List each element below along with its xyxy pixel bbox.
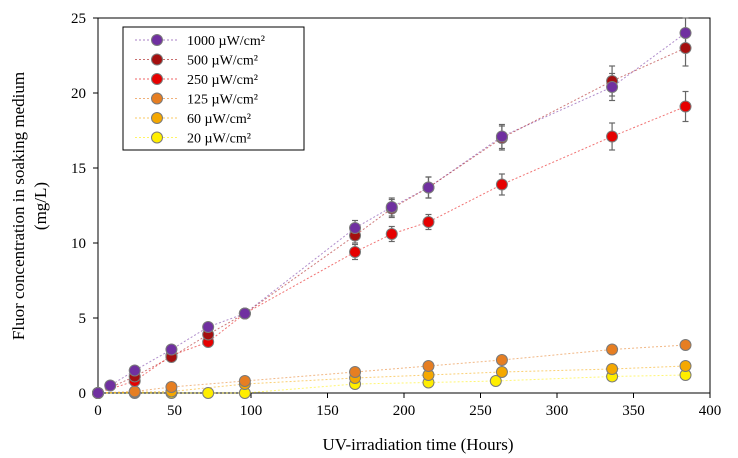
series-3-point <box>679 339 692 351</box>
legend-marker-4 <box>151 112 163 124</box>
x-tick-label: 0 <box>94 403 102 419</box>
series-0-point <box>422 181 435 194</box>
series-5-point <box>489 375 502 387</box>
series-5-line <box>98 374 686 394</box>
y-tick-label: 20 <box>71 86 86 102</box>
y-tick-label: 15 <box>71 161 86 177</box>
series-4-line <box>97 365 686 394</box>
x-tick-label: 400 <box>699 403 722 419</box>
series-2-line <box>97 106 686 394</box>
series-0-point <box>202 321 215 333</box>
y-axis-title-line2: (mg/L) <box>31 182 50 230</box>
series-0-point <box>104 379 117 392</box>
series-0-point <box>128 364 141 377</box>
x-tick-label: 350 <box>622 403 645 419</box>
x-tick-label: 150 <box>316 403 339 419</box>
legend-label-0: 1000 µW/cm² <box>187 34 265 49</box>
legend-marker-3 <box>151 92 163 105</box>
series-2-point <box>495 178 508 191</box>
legend-marker-5 <box>151 131 163 144</box>
series-2-point <box>679 100 692 113</box>
series-4-point <box>495 366 508 378</box>
series-3-point <box>165 381 178 393</box>
x-tick-label: 200 <box>393 403 416 419</box>
series-3-point <box>128 385 141 398</box>
legend-label-3: 125 µW/cm² <box>187 93 258 108</box>
series-3-point <box>349 366 362 378</box>
series-5-point <box>202 387 215 399</box>
x-tick-label: 300 <box>546 403 569 419</box>
legend-label-5: 20 µW/cm² <box>187 132 251 147</box>
series-0-point <box>606 81 619 93</box>
series-3-point <box>238 375 251 387</box>
series-0-point <box>679 27 692 39</box>
series-3-point <box>422 360 435 372</box>
x-axis-title: UV-irradiation time (Hours) <box>322 435 513 454</box>
series-3-point <box>495 354 508 366</box>
series-0-line <box>97 32 686 394</box>
legend-label-1: 500 µW/cm² <box>187 54 258 69</box>
x-tick-label: 50 <box>167 403 182 419</box>
series-2-point <box>422 216 435 228</box>
series-4-point <box>679 360 692 372</box>
series-0-point <box>92 387 104 399</box>
series-2-point <box>385 228 398 240</box>
series-3-point <box>606 343 619 356</box>
legend-marker-2 <box>151 73 163 85</box>
y-tick-label: 25 <box>71 11 86 27</box>
y-axis-title-line1: Fluor concentration in soaking medium <box>9 72 28 340</box>
legend-box <box>122 26 305 151</box>
x-tick-label: 100 <box>240 403 263 419</box>
series-0-point <box>385 201 398 213</box>
series-2-point <box>606 130 619 143</box>
x-tick-label: 250 <box>469 403 492 419</box>
series-4-point <box>606 363 619 375</box>
series-0-point <box>495 130 508 143</box>
legend-marker-0 <box>151 34 163 46</box>
series-0-point <box>349 222 362 234</box>
series-1-point <box>679 42 692 54</box>
legend-label-2: 250 µW/cm² <box>187 73 258 88</box>
legend-label-4: 60 µW/cm² <box>187 112 251 127</box>
series-0-point <box>165 343 178 356</box>
series-0-point <box>238 307 251 320</box>
y-tick-label: 10 <box>71 236 86 252</box>
y-tick-label: 5 <box>79 311 87 327</box>
series-2-point <box>349 246 362 258</box>
legend-marker-1 <box>151 53 163 66</box>
y-tick-label: 0 <box>79 386 87 402</box>
